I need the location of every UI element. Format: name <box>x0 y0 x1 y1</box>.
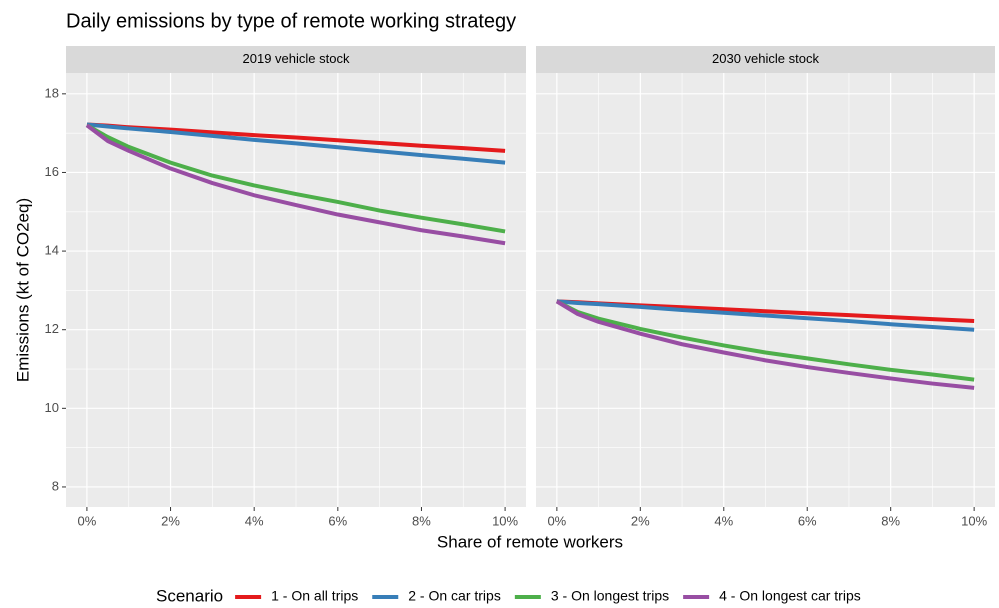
series-line <box>555 299 975 390</box>
series-line <box>85 123 506 246</box>
y-tick-label: 10 <box>45 400 59 415</box>
y-tick-label: 14 <box>45 243 59 258</box>
x-tick-label: 6% <box>328 513 347 528</box>
strip-label: 2019 vehicle stock <box>243 51 350 66</box>
x-tick-label: 8% <box>881 513 900 528</box>
legend-label: 2 - On car trips <box>408 588 501 604</box>
strip-label: 2030 vehicle stock <box>712 51 819 66</box>
legend-label: 1 - On all trips <box>271 588 358 604</box>
y-tick-label: 8 <box>52 478 59 493</box>
x-tick-label: 2% <box>161 513 180 528</box>
panel-strip <box>66 46 526 73</box>
x-tick-label: 10% <box>492 513 518 528</box>
x-tick-label: 6% <box>798 513 817 528</box>
y-tick-label: 16 <box>45 164 59 179</box>
x-tick-label: 4% <box>245 513 264 528</box>
x-tick-label: 0% <box>547 513 566 528</box>
legend-label: 4 - On longest car trips <box>719 588 861 604</box>
x-tick-label: 8% <box>412 513 431 528</box>
legend-label: 3 - On longest trips <box>551 588 669 604</box>
x-tick-label: 10% <box>961 513 987 528</box>
x-axis-title: Share of remote workers <box>437 532 623 551</box>
y-tick-label: 12 <box>45 321 59 336</box>
x-tick-label: 2% <box>631 513 650 528</box>
legend-title: Scenario <box>156 586 223 605</box>
series-line <box>556 299 975 332</box>
series-line <box>86 122 506 165</box>
panel-strip <box>536 46 995 73</box>
series-line <box>555 299 975 382</box>
series-line <box>85 123 506 234</box>
y-tick-label: 18 <box>45 85 59 100</box>
chart-title: Daily emissions by type of remote workin… <box>66 10 516 32</box>
x-tick-label: 4% <box>714 513 733 528</box>
x-tick-label: 0% <box>78 513 97 528</box>
y-axis-title: Emissions (kt of CO2eq) <box>13 198 32 382</box>
